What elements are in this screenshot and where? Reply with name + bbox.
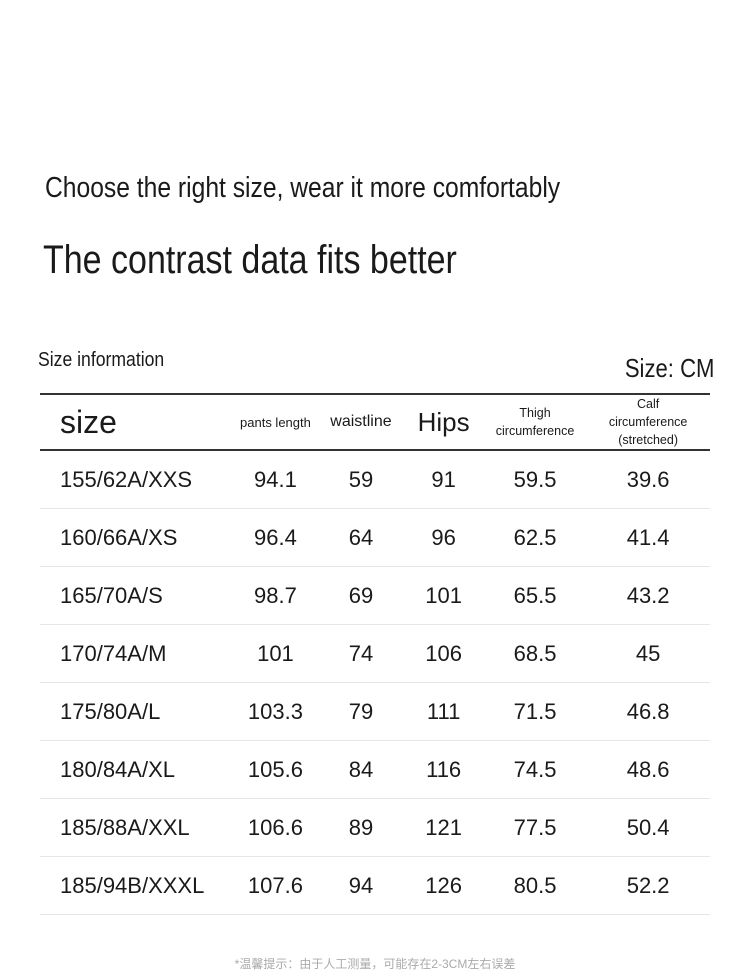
- column-header-text: size: [60, 403, 117, 440]
- table-cell: 165/70A/S: [40, 566, 233, 625]
- column-header: Thigh circumference: [483, 393, 587, 451]
- table-cell: 77.5: [483, 798, 587, 857]
- column-header: size: [40, 393, 233, 451]
- table-cell: 160/66A/XS: [40, 508, 233, 567]
- table-cell: 111: [403, 682, 484, 741]
- table-row: 185/88A/XXL 106.6 89 121 77.5 50.4: [40, 798, 710, 857]
- table-cell: 52.2: [586, 856, 710, 915]
- table-cell: 170/74A/M: [40, 624, 233, 683]
- table-row: 170/74A/M 101 74 106 68.5 45: [40, 624, 710, 683]
- table-cell: 180/84A/XL: [40, 740, 233, 799]
- table-cell: 84: [318, 740, 404, 799]
- unit-label: Size: CM: [624, 353, 714, 383]
- table-cell: 175/80A/L: [40, 682, 233, 741]
- table-cell: 74: [318, 624, 404, 683]
- table-cell: 62.5: [483, 508, 587, 567]
- table-row: 185/94B/XXXL 107.6 94 126 80.5 52.2: [40, 856, 710, 915]
- column-header-text: Calf circumference (stretched): [608, 397, 688, 447]
- table-row: 175/80A/L 103.3 79 111 71.5 46.8: [40, 682, 710, 741]
- table-cell: 68.5: [483, 624, 587, 683]
- table-row: 160/66A/XS 96.4 64 96 62.5 41.4: [40, 508, 710, 567]
- table-cell: 74.5: [483, 740, 587, 799]
- table-cell: 94.1: [232, 450, 319, 509]
- table-row: 165/70A/S 98.7 69 101 65.5 43.2: [40, 566, 710, 625]
- table-cell: 96: [403, 508, 484, 567]
- table-cell: 106.6: [232, 798, 319, 857]
- table-cell: 80.5: [483, 856, 587, 915]
- table-cell: 96.4: [232, 508, 319, 567]
- table-cell: 94: [318, 856, 404, 915]
- table-cell: 116: [403, 740, 484, 799]
- column-header: pants length: [232, 393, 319, 451]
- title: The contrast data fits better: [43, 238, 457, 282]
- table-cell: 107.6: [232, 856, 319, 915]
- table-cell: 98.7: [232, 566, 319, 625]
- table-cell: 155/62A/XXS: [40, 450, 233, 509]
- column-header: waistline: [318, 393, 404, 451]
- table-cell: 45: [586, 624, 710, 683]
- table-cell: 59: [318, 450, 404, 509]
- table-cell: 50.4: [586, 798, 710, 857]
- table-body: 155/62A/XXS 94.1 59 91 59.5 39.6 160/66A/XS 96.…: [40, 450, 710, 915]
- table-cell: 79: [318, 682, 404, 741]
- table-cell: 89: [318, 798, 404, 857]
- table-cell: 105.6: [232, 740, 319, 799]
- table-cell: 46.8: [586, 682, 710, 741]
- table-cell: 69: [318, 566, 404, 625]
- table-cell: 103.3: [232, 682, 319, 741]
- table-cell: 106: [403, 624, 484, 683]
- column-header-text: Hips: [417, 406, 470, 437]
- column-header: Hips: [403, 393, 484, 451]
- table-cell: 101: [403, 566, 484, 625]
- table-cell: 48.6: [586, 740, 710, 799]
- table-row: 155/62A/XXS 94.1 59 91 59.5 39.6: [40, 450, 710, 509]
- footnote: *温馨提示：由于人工测量，可能存在2-3CM左右误差: [234, 957, 516, 971]
- table-cell: 126: [403, 856, 484, 915]
- table-cell: 185/88A/XXL: [40, 798, 233, 857]
- column-header-text: pants length: [240, 414, 311, 430]
- table-cell: 64: [318, 508, 404, 567]
- header-row: size pants length waistline Hips Thigh circu…: [40, 393, 710, 451]
- table-cell: 91: [403, 450, 484, 509]
- column-header: Calf circumference (stretched): [586, 393, 710, 451]
- table-cell: 101: [232, 624, 319, 683]
- table-cell: 59.5: [483, 450, 587, 509]
- table-cell: 65.5: [483, 566, 587, 625]
- table-cell: 41.4: [586, 508, 710, 567]
- table-cell: 121: [403, 798, 484, 857]
- section-label: Size information: [38, 349, 165, 371]
- column-header-text: waistline: [330, 413, 392, 430]
- table-cell: 185/94B/XXXL: [40, 856, 233, 915]
- table-row: 180/84A/XL 105.6 84 116 74.5 48.6: [40, 740, 710, 799]
- table-cell: 39.6: [586, 450, 710, 509]
- table-cell: 71.5: [483, 682, 587, 741]
- subtitle: Choose the right size, wear it more comf…: [45, 172, 561, 204]
- size-table: size pants length waistline Hips Thigh circu…: [40, 393, 710, 915]
- column-header-text: Thigh circumference: [495, 406, 575, 438]
- table-cell: 43.2: [586, 566, 710, 625]
